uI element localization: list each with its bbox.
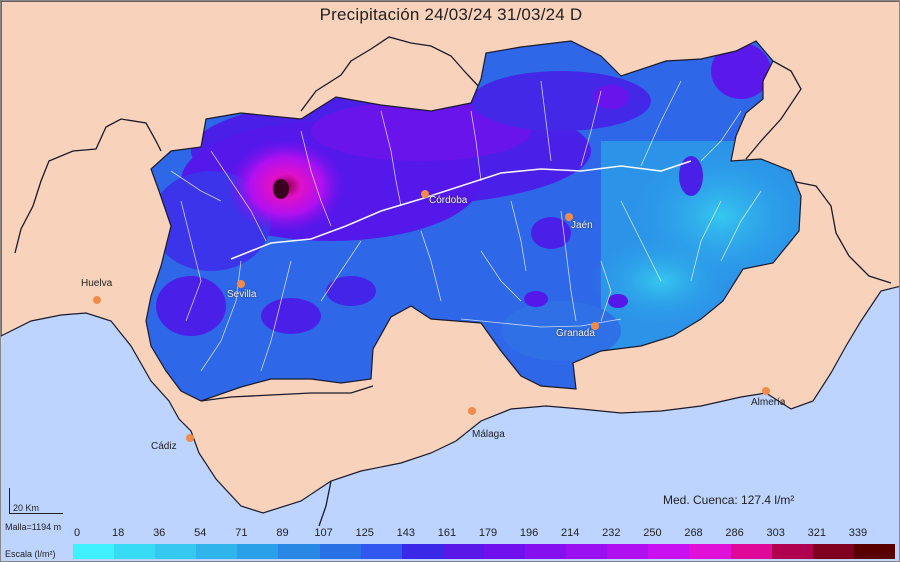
basin-outline [145, 40, 802, 402]
city-label-granada: Granada [556, 328, 595, 339]
city-label-malaga: Málaga [472, 429, 505, 440]
city-marker-cordoba [421, 190, 429, 198]
legend-tick-label: 161 [437, 527, 457, 539]
city-marker-almeria [762, 387, 770, 395]
city-marker-jaen [565, 213, 573, 221]
legend-swatch [607, 544, 649, 559]
region-borders [14, 36, 892, 527]
city-marker-cadiz [186, 434, 194, 442]
city-label-cadiz: Cádiz [151, 441, 177, 452]
legend-swatch [525, 544, 567, 559]
legend-tick-label: 143 [396, 527, 415, 539]
city-markers [93, 190, 770, 442]
city-label-jaen: Jaén [571, 220, 593, 231]
city-marker-malaga [468, 407, 476, 415]
color-legend: 0 18 36 54 71 89 107 125 143 161 179 196 214 232 250 26… [1, 527, 899, 561]
scale-horizontal-line [9, 513, 63, 514]
legend-swatch [401, 544, 443, 559]
legend-tick-label: 36 [153, 527, 166, 539]
legend-swatch [648, 544, 690, 559]
legend-swatch [689, 544, 731, 559]
legend-swatch [278, 544, 320, 559]
legend-title: Escala (l/m²) [5, 549, 56, 559]
city-marker-huelva [93, 296, 101, 304]
city-label-huelva: Huelva [81, 278, 113, 289]
city-label-cordoba: Córdoba [429, 195, 468, 206]
legend-swatch [114, 544, 156, 559]
legend-tick-label: 303 [766, 527, 785, 539]
legend-tick-label: 71 [235, 527, 248, 539]
legend-swatch [73, 544, 115, 559]
city-label-almeria: Almería [751, 397, 786, 408]
mesh-size-label: Malla=1194 m [5, 522, 62, 532]
legend-swatch [442, 544, 484, 559]
legend-swatch [566, 544, 608, 559]
rivers [170, 80, 762, 372]
legend-tick-label: 250 [643, 527, 662, 539]
legend-swatch [237, 544, 279, 559]
legend-swatch [360, 544, 402, 559]
legend-tick-label: 179 [478, 527, 498, 539]
legend-swatch [853, 544, 895, 559]
basin-mean-label: Med. Cuenca: 127.4 l/m² [663, 493, 795, 507]
legend-color-bar [73, 544, 895, 559]
city-marker-sevilla [237, 280, 245, 288]
legend-tick-label: 0 [73, 527, 81, 539]
city-marker-granada [591, 322, 599, 330]
legend-tick-label: 196 [519, 527, 539, 539]
legend-swatch [155, 544, 197, 559]
legend-swatch [771, 544, 813, 559]
legend-swatch [730, 544, 772, 559]
legend-swatch [319, 544, 361, 559]
legend-tick-label: 54 [194, 527, 207, 539]
legend-tick-label: 339 [848, 527, 868, 539]
legend-tick-label: 232 [602, 527, 621, 539]
legend-tick-label: 321 [807, 527, 826, 539]
legend-tick-label: 286 [725, 527, 744, 539]
legend-tick-label: 18 [111, 527, 125, 539]
scale-distance-label: 20 Km [13, 503, 40, 513]
legend-tick-label: 214 [561, 527, 580, 539]
legend-tick-label: 107 [314, 527, 333, 539]
legend-swatch [483, 544, 526, 559]
legend-tick-label: 268 [684, 527, 703, 539]
scale-vertical-line [9, 488, 10, 514]
legend-tick-label: 125 [355, 527, 374, 539]
city-label-sevilla: Sevilla [227, 289, 257, 300]
legend-swatch [196, 544, 238, 559]
legend-swatch [812, 544, 854, 559]
map-title: Precipitación 24/03/24 31/03/24 D [319, 5, 583, 24]
scale-bar: 20 Km [5, 488, 75, 528]
legend-tick-label: 89 [276, 527, 289, 539]
